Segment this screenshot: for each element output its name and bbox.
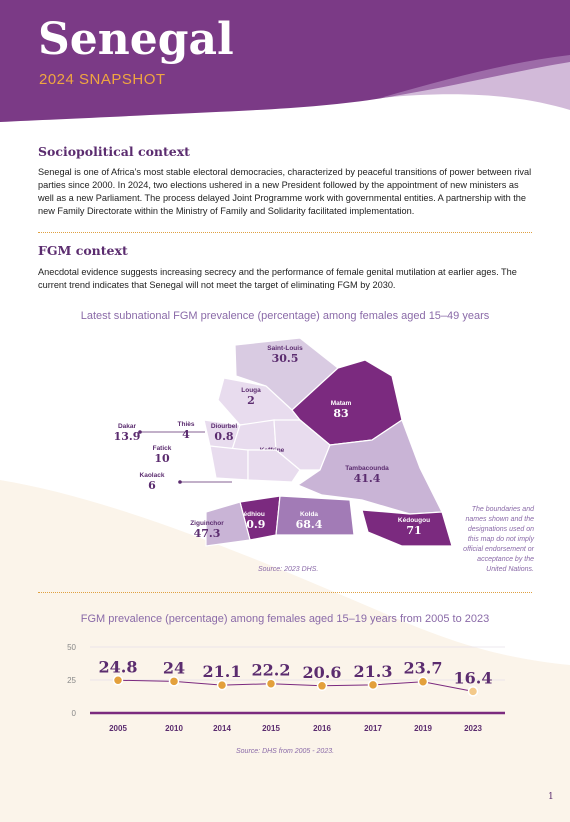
region-name: Thiès bbox=[178, 421, 195, 428]
section-heading: FGM context bbox=[38, 243, 128, 258]
header-band bbox=[0, 0, 570, 122]
region-name: Ziguinchor bbox=[190, 520, 224, 527]
region bbox=[275, 495, 355, 536]
chart-title: FGM prevalence (percentage) among female… bbox=[80, 613, 490, 625]
y-tick-label: 25 bbox=[67, 676, 76, 685]
page-number: 1 bbox=[548, 792, 554, 802]
marker bbox=[112, 675, 124, 686]
region bbox=[361, 509, 453, 547]
map-source: Source: 2023 DHS. bbox=[258, 566, 319, 573]
x-tick-label: 2017 bbox=[364, 724, 382, 733]
region-name: Saint-Louis bbox=[267, 345, 303, 352]
section-heading: Sociopolitical context bbox=[38, 144, 190, 159]
marker bbox=[216, 679, 228, 691]
leader-dot bbox=[178, 480, 182, 484]
region-value: 71 bbox=[406, 524, 421, 537]
map-title: Latest subnational FGM prevalence (perce… bbox=[80, 310, 490, 322]
region-value: 83 bbox=[333, 407, 348, 420]
line-chart: 0 25 50 24.8 2005 24 2010 21.1 2014 22.2 2015 20.6 2… bbox=[67, 643, 505, 733]
map-note: The boundaries and names shown and the d… bbox=[463, 506, 534, 573]
x-tick-label: 2014 bbox=[213, 724, 231, 733]
divider bbox=[38, 592, 532, 593]
x-tick-label: 2019 bbox=[414, 724, 432, 733]
marker bbox=[265, 678, 277, 689]
value-label: 23.7 bbox=[404, 659, 443, 678]
header-wave bbox=[380, 55, 570, 110]
marker bbox=[367, 679, 379, 691]
x-tick-label: 2005 bbox=[109, 724, 127, 733]
chart-source: Source: DHS from 2005 - 2023. bbox=[236, 748, 335, 755]
region-value: 6 bbox=[148, 479, 156, 492]
marker bbox=[467, 686, 479, 697]
value-label: 24 bbox=[163, 658, 185, 677]
x-tick-label: 2010 bbox=[165, 724, 183, 733]
region-value: 41.4 bbox=[354, 472, 381, 485]
region-value: 0.8 bbox=[214, 430, 233, 443]
region-value: 47.3 bbox=[194, 527, 221, 540]
value-label: 24.8 bbox=[99, 657, 138, 676]
region bbox=[247, 449, 301, 483]
bg-wave bbox=[0, 480, 570, 822]
region bbox=[209, 445, 249, 481]
x-tick-label: 2023 bbox=[464, 724, 482, 733]
value-label: 21.3 bbox=[354, 662, 393, 681]
region-value: 13.9 bbox=[114, 430, 141, 443]
region-value: 4 bbox=[182, 428, 190, 441]
region-name: Kaolack bbox=[140, 472, 165, 479]
value-label: 22.2 bbox=[252, 661, 291, 680]
marker bbox=[168, 676, 180, 687]
region-name: Fatick bbox=[153, 445, 172, 452]
region-value: 2 bbox=[247, 394, 255, 407]
data-line bbox=[117, 679, 474, 692]
y-tick-label: 50 bbox=[67, 643, 76, 652]
value-label: 20.6 bbox=[303, 663, 342, 682]
leader-dot bbox=[138, 430, 142, 434]
region-name: Matam bbox=[331, 400, 352, 407]
region-name: Louga bbox=[241, 387, 261, 394]
region-name: Dakar bbox=[118, 423, 137, 430]
marker bbox=[417, 676, 429, 687]
region-name: Sédhiou bbox=[239, 511, 265, 518]
region-value: 30.5 bbox=[272, 352, 299, 365]
value-label: 16.4 bbox=[454, 668, 493, 687]
section-text: Anecdotal evidence suggests increasing s… bbox=[38, 267, 517, 290]
region-name: Kédougou bbox=[398, 517, 430, 524]
region-value: 68.4 bbox=[296, 518, 323, 531]
section-text: Senegal is one of Africa’s most stable e… bbox=[38, 167, 532, 216]
value-label: 21.1 bbox=[203, 662, 242, 681]
x-tick-label: 2015 bbox=[262, 724, 280, 733]
region-name: Tambacounda bbox=[345, 465, 389, 472]
x-tick-label: 2016 bbox=[313, 724, 331, 733]
region-name: Diourbel bbox=[211, 423, 238, 430]
region bbox=[205, 501, 251, 547]
y-tick-label: 0 bbox=[72, 709, 77, 718]
subtitle: 2024 SNAPSHOT bbox=[39, 71, 166, 88]
title: Senegal bbox=[38, 14, 234, 65]
marker bbox=[316, 680, 328, 692]
region-name: Kolda bbox=[300, 511, 318, 518]
region-value: 10 bbox=[154, 452, 170, 465]
divider bbox=[38, 232, 532, 233]
